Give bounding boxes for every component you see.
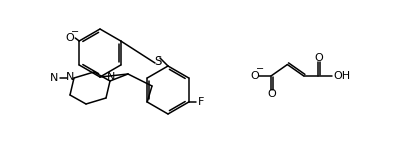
Text: −: − bbox=[71, 27, 79, 37]
Text: F: F bbox=[198, 97, 204, 107]
Text: O: O bbox=[268, 89, 276, 99]
Text: O: O bbox=[250, 71, 260, 81]
Text: O: O bbox=[66, 33, 75, 43]
Text: OH: OH bbox=[333, 71, 350, 81]
Text: O: O bbox=[314, 53, 323, 63]
Text: N: N bbox=[107, 72, 115, 82]
Text: N: N bbox=[66, 72, 74, 82]
Text: S: S bbox=[154, 54, 162, 67]
Text: N: N bbox=[50, 73, 58, 83]
Text: −: − bbox=[256, 64, 264, 74]
